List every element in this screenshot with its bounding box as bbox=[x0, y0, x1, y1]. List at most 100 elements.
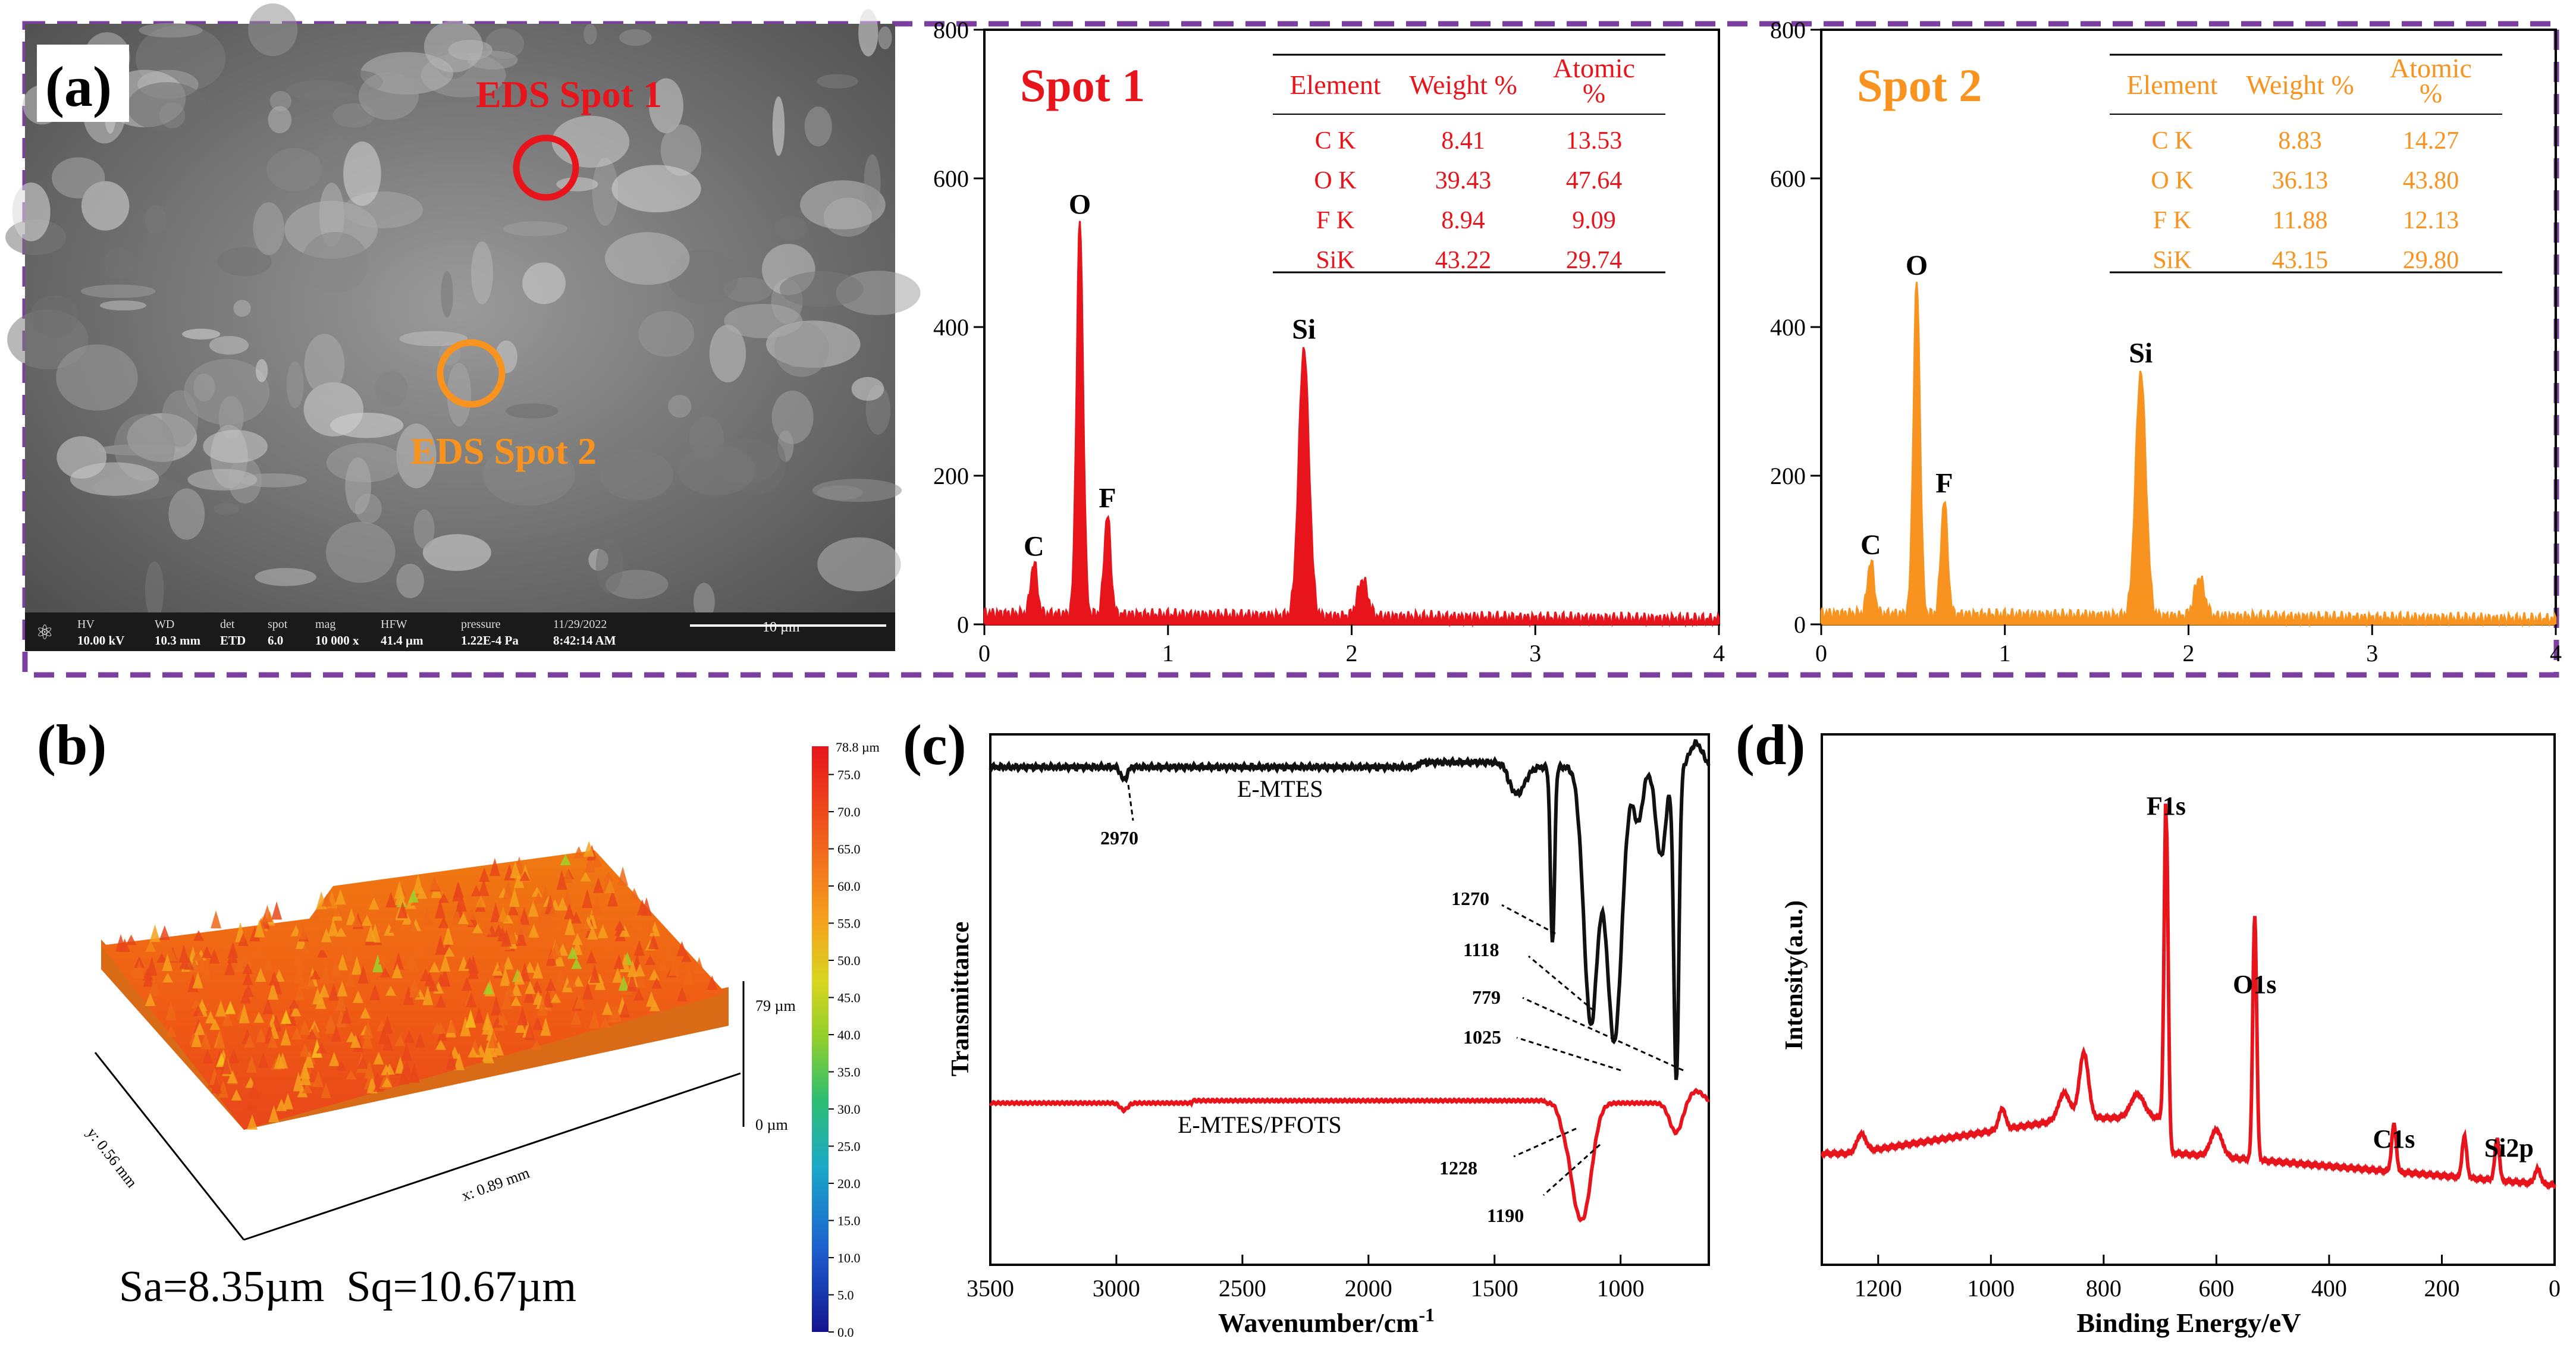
surface-peak bbox=[570, 912, 582, 923]
surface-peak bbox=[497, 906, 509, 922]
surface-peak bbox=[316, 1042, 327, 1054]
surface-peak bbox=[627, 960, 638, 978]
eds-title: Spot 2 bbox=[1857, 59, 1982, 111]
sem-image: (a) EDS Spot 1 EDS Spot 2 ⚛ HV 10.00 kV WD 1… bbox=[5, 3, 921, 651]
surface-peak bbox=[657, 957, 669, 972]
surface-peak bbox=[303, 1051, 315, 1068]
surface-peak bbox=[249, 926, 261, 942]
surface-peak bbox=[360, 1007, 371, 1019]
surface-peak bbox=[548, 947, 559, 959]
colorbar-tick-label: 35.0 bbox=[837, 1065, 861, 1080]
surface-peak bbox=[554, 950, 565, 967]
surface-peak bbox=[384, 1063, 396, 1075]
surface-peak bbox=[564, 903, 575, 920]
sem-grain bbox=[878, 26, 892, 50]
surface-peak bbox=[470, 885, 482, 897]
surface-peak bbox=[294, 985, 305, 1001]
surface-peak bbox=[438, 916, 449, 928]
sem-grain bbox=[343, 142, 381, 206]
surface-peak bbox=[460, 1016, 471, 1036]
surface-peak bbox=[594, 974, 605, 990]
sem-grain bbox=[268, 106, 292, 134]
eds-x-tick-label: 2 bbox=[2183, 640, 2195, 667]
surface-peak bbox=[378, 951, 389, 964]
surface-peak bbox=[351, 915, 362, 927]
xps-peak-label: Si2p bbox=[2484, 1133, 2534, 1163]
surface-peak bbox=[227, 941, 239, 959]
surface-peak bbox=[372, 954, 384, 973]
sem-grain bbox=[536, 79, 570, 118]
surface-peak bbox=[478, 878, 490, 896]
surface-peak bbox=[619, 1002, 630, 1018]
eds-x-tick-label: 3 bbox=[1529, 640, 1541, 667]
surface-peak bbox=[435, 899, 446, 919]
sem-grain bbox=[774, 216, 807, 241]
sem-grain bbox=[771, 390, 814, 444]
surface-peak bbox=[381, 1077, 393, 1088]
surface-peak bbox=[221, 1054, 232, 1074]
surface-peak bbox=[540, 1017, 551, 1036]
eds-x-tick-label: 1 bbox=[1162, 640, 1174, 667]
eds-chart-spot2: C O F Si 0 1 2 3 4 0 200 400 600 800 Spot 2 Element Weig… bbox=[1770, 17, 2562, 667]
eds-y-tick-label: 800 bbox=[933, 17, 969, 43]
eds-x-tick-label: 4 bbox=[1713, 640, 1725, 667]
surface-peak bbox=[496, 961, 507, 972]
eds-table-cell: 13.53 bbox=[1566, 127, 1623, 155]
surface-peak bbox=[299, 1020, 310, 1035]
surface-peak bbox=[166, 948, 177, 962]
ftir-series-e-mtes-pfots bbox=[989, 1088, 1711, 1223]
surface-peak bbox=[533, 892, 544, 904]
ftir-annot-1025: 1025 bbox=[1463, 1026, 1501, 1048]
colorbar-tick-label: 40.0 bbox=[837, 1028, 861, 1042]
sem-grain bbox=[127, 82, 207, 132]
surface-peak bbox=[636, 899, 648, 916]
surface-peak bbox=[227, 1070, 238, 1083]
ftir-x-label-main: Wavenumber/cm bbox=[1218, 1308, 1419, 1338]
surface-peak bbox=[707, 975, 718, 990]
sem-grain bbox=[209, 335, 249, 355]
surface-peak bbox=[159, 925, 170, 940]
sem-grain bbox=[70, 462, 159, 496]
ftir-x-label-sup: -1 bbox=[1419, 1304, 1435, 1325]
eds-peak-label: F bbox=[1099, 482, 1116, 514]
surface-peak bbox=[435, 1022, 446, 1033]
surface-peak bbox=[310, 911, 322, 923]
eds-table-cell: 43.80 bbox=[2403, 167, 2459, 194]
surface-peak bbox=[531, 980, 542, 993]
xps-peak-labels: F1s O1s C1s Si2p bbox=[2147, 791, 2534, 1163]
sem-grain bbox=[441, 271, 453, 318]
surface-peak bbox=[335, 888, 346, 905]
sem-grain bbox=[187, 469, 258, 491]
surface-peak bbox=[648, 934, 659, 950]
ftir-series-label-2: E-MTES/PFOTS bbox=[1178, 1111, 1342, 1138]
eds-title: Spot 1 bbox=[1020, 59, 1145, 111]
surface-peak bbox=[481, 919, 492, 935]
surface-peak bbox=[262, 904, 273, 922]
sem-grain bbox=[286, 361, 304, 409]
surface-peak bbox=[573, 975, 584, 987]
surface-peak bbox=[500, 967, 511, 986]
surface-peak bbox=[467, 954, 479, 974]
sem-grain bbox=[858, 9, 878, 56]
sem-grain bbox=[677, 444, 756, 496]
sem-grain bbox=[104, 247, 135, 280]
surface-peak bbox=[532, 1016, 543, 1030]
surface-peak bbox=[319, 934, 330, 950]
surface-peak bbox=[440, 966, 451, 987]
surface-peak bbox=[587, 925, 598, 940]
surface-peak bbox=[296, 920, 308, 940]
surface-peak bbox=[421, 907, 432, 926]
surface-z-top: 79 µm bbox=[755, 997, 796, 1014]
fei-logo-icon: ⚛ bbox=[36, 622, 54, 644]
eds-spot2-marker bbox=[437, 339, 506, 408]
surface-peak bbox=[297, 1085, 308, 1098]
sem-grain bbox=[638, 310, 695, 357]
sem-grain bbox=[51, 157, 105, 199]
surface-peak bbox=[290, 1005, 302, 1017]
surface-peak bbox=[193, 1004, 204, 1017]
surface-peak bbox=[403, 986, 414, 1005]
surface-peak bbox=[156, 953, 167, 963]
surface-peak bbox=[205, 1010, 216, 1024]
surface-peak bbox=[465, 1009, 476, 1028]
